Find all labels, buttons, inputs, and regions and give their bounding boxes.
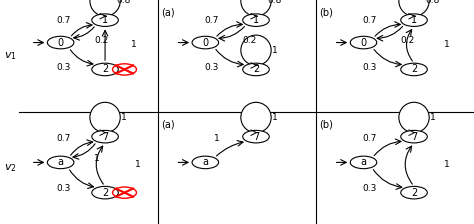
Text: 0.3: 0.3 [57,63,71,72]
Text: 2: 2 [253,65,259,74]
Text: 1: 1 [444,40,450,49]
Ellipse shape [399,0,429,16]
Text: a: a [361,157,366,167]
Text: $v_1$: $v_1$ [4,50,17,62]
Text: 0: 0 [360,38,366,47]
Text: 0.3: 0.3 [363,184,377,193]
Text: 0.2: 0.2 [401,36,415,45]
Text: 0: 0 [57,38,64,47]
Text: 2: 2 [411,188,417,198]
Text: 1: 1 [272,46,278,55]
Circle shape [47,156,74,169]
Text: 1: 1 [131,40,137,49]
Circle shape [243,130,269,143]
Ellipse shape [90,102,120,133]
Circle shape [243,14,269,26]
Text: 0.2: 0.2 [95,36,109,45]
Circle shape [92,63,118,76]
Text: 7: 7 [411,132,417,142]
Text: 0.3: 0.3 [363,63,377,72]
Text: 1: 1 [253,15,259,25]
Text: 1: 1 [214,134,219,143]
Text: 1: 1 [136,160,141,169]
Text: 0.2: 0.2 [243,36,257,45]
Circle shape [192,36,219,49]
Ellipse shape [241,35,271,65]
Ellipse shape [399,102,429,133]
Text: (b): (b) [319,8,333,18]
Circle shape [350,156,377,169]
Text: 2: 2 [102,188,108,198]
Circle shape [192,156,219,169]
Text: (b): (b) [319,120,333,130]
Ellipse shape [241,102,271,133]
Circle shape [401,14,427,26]
Text: 0.8: 0.8 [426,0,440,6]
Text: 2: 2 [411,65,417,74]
Ellipse shape [241,0,271,16]
Text: 1: 1 [411,15,417,25]
Text: 2: 2 [102,65,108,74]
Circle shape [401,186,427,199]
Circle shape [243,63,269,76]
Text: 0.7: 0.7 [57,134,71,143]
Text: 0.8: 0.8 [117,0,131,6]
Text: 0.3: 0.3 [204,63,219,72]
Text: 1: 1 [444,160,450,169]
Circle shape [92,14,118,26]
Circle shape [350,36,377,49]
Text: $v_2$: $v_2$ [4,162,17,174]
Text: (a): (a) [161,120,174,130]
Text: 0.7: 0.7 [363,16,377,25]
Text: 0.7: 0.7 [57,16,71,25]
Text: 7: 7 [253,132,259,142]
Text: (a): (a) [161,8,174,18]
Text: 0.3: 0.3 [57,184,71,193]
Text: a: a [58,157,64,167]
Text: 0.7: 0.7 [363,134,377,143]
Text: a: a [202,157,209,167]
Text: 1: 1 [102,15,108,25]
Text: 1: 1 [272,113,278,122]
Text: 0.7: 0.7 [204,16,219,25]
Text: 1: 1 [121,113,127,122]
Circle shape [47,36,74,49]
Circle shape [92,186,118,199]
Text: 0: 0 [202,38,209,47]
Circle shape [401,63,427,76]
Text: 1: 1 [94,154,100,163]
Circle shape [92,130,118,143]
Circle shape [401,130,427,143]
Text: 0.8: 0.8 [268,0,282,6]
Ellipse shape [90,0,120,16]
Text: 1: 1 [430,113,436,122]
Text: 7: 7 [102,132,108,142]
